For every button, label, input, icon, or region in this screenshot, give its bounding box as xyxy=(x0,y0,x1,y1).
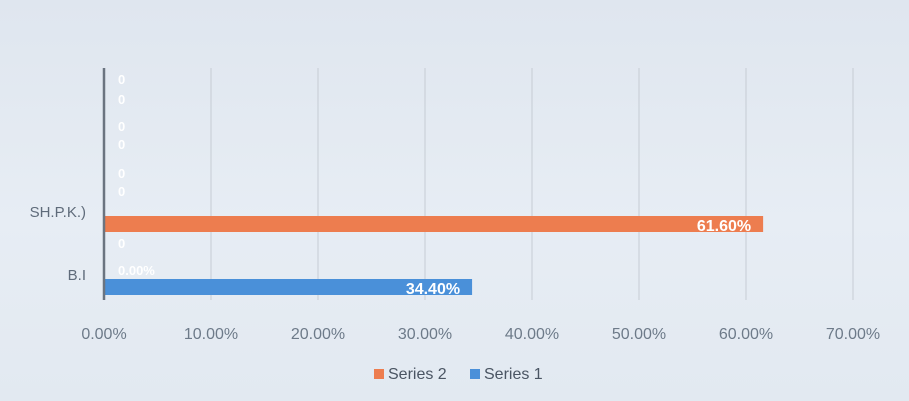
legend-swatch xyxy=(470,369,480,379)
x-tick-label: 50.00% xyxy=(612,326,666,343)
bar-series-2-shpk xyxy=(104,216,764,232)
x-tick-labels: 0.00% 10.00% 20.00% 30.00% 40.00% 50.00% 60.00… xyxy=(81,326,880,343)
legend: Series 2 Series 1 xyxy=(374,366,543,383)
data-label-series-2-shpk: 61.60% xyxy=(697,218,751,235)
category-label: B.I xyxy=(68,267,86,284)
category-label: SH.P.K.) xyxy=(30,204,86,221)
x-tick-label: 20.00% xyxy=(291,326,345,343)
extra-zero-label: 0 xyxy=(118,166,125,181)
legend-label: Series 2 xyxy=(388,366,447,383)
x-tick-label: 70.00% xyxy=(826,326,880,343)
bar-series-1-b-i xyxy=(104,279,473,295)
legend-swatch xyxy=(374,369,384,379)
extra-zero-label: 0 xyxy=(118,137,125,152)
bars xyxy=(104,216,764,295)
extra-zero-label: 0 xyxy=(118,72,125,87)
data-label-series-1-shpk: 0 xyxy=(118,236,125,251)
data-label-series-2-b-i: 0.00% xyxy=(118,263,155,278)
data-labels: 34.40% 61.60% 0.00% 0 0 0 0 0 0 0 xyxy=(118,72,751,298)
data-label-series-1-b-i: 34.40% xyxy=(406,281,460,298)
x-tick-label: 60.00% xyxy=(719,326,773,343)
category-labels: B.I SH.P.K.) xyxy=(30,204,86,284)
x-tick-label: 30.00% xyxy=(398,326,452,343)
gridlines xyxy=(210,68,854,300)
x-tick-label: 40.00% xyxy=(505,326,559,343)
legend-label: Series 1 xyxy=(484,366,543,383)
x-tick-label: 0.00% xyxy=(81,326,126,343)
x-tick-label: 10.00% xyxy=(184,326,238,343)
extra-zero-label: 0 xyxy=(118,184,125,199)
extra-zero-label: 0 xyxy=(118,119,125,134)
extra-zero-label: 0 xyxy=(118,92,125,107)
